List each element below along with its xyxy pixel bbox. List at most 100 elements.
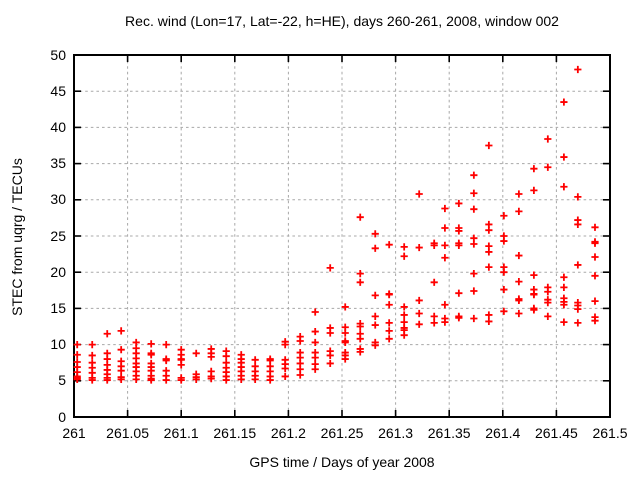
data-point xyxy=(311,327,319,336)
data-point xyxy=(222,352,230,360)
data-point xyxy=(591,253,599,261)
data-point xyxy=(117,327,125,335)
y-tick-label: 40 xyxy=(50,118,66,135)
data-point xyxy=(73,341,81,349)
data-point xyxy=(470,240,478,248)
data-point xyxy=(371,341,379,349)
data-point xyxy=(341,329,349,337)
data-point xyxy=(470,189,478,197)
data-point xyxy=(574,193,582,201)
data-point xyxy=(560,183,568,191)
data-point xyxy=(385,241,393,249)
data-point xyxy=(560,273,568,281)
data-point xyxy=(147,340,155,348)
data-point xyxy=(371,321,379,329)
data-point xyxy=(500,237,508,245)
data-point xyxy=(281,364,289,373)
data-point xyxy=(73,351,81,359)
data-point xyxy=(326,329,334,337)
data-point xyxy=(470,205,478,213)
data-point xyxy=(281,372,289,381)
data-point xyxy=(560,98,568,106)
data-point xyxy=(147,351,155,359)
data-point xyxy=(574,305,582,313)
data-point xyxy=(400,331,408,339)
data-point xyxy=(162,356,170,365)
data-point xyxy=(544,163,552,171)
data-point xyxy=(371,291,379,299)
data-point xyxy=(560,318,568,326)
data-point xyxy=(341,303,349,311)
data-point xyxy=(73,375,81,383)
data-point xyxy=(311,365,319,373)
data-point xyxy=(500,212,508,220)
data-point xyxy=(192,349,200,357)
data-point xyxy=(415,296,423,305)
data-point xyxy=(485,248,493,256)
data-point xyxy=(530,306,538,314)
data-point xyxy=(177,361,185,369)
x-tick-label: 261.1 xyxy=(163,425,199,441)
chart-title: Rec. wind (Lon=17, Lat=-22, h=HE), days … xyxy=(125,13,559,29)
data-point xyxy=(88,341,96,349)
data-point xyxy=(400,243,408,251)
data-point xyxy=(485,317,493,326)
data-point xyxy=(251,356,259,364)
x-axis-label: GPS time / Days of year 2008 xyxy=(249,454,435,470)
data-point xyxy=(371,230,379,238)
data-point xyxy=(544,299,552,307)
data-point xyxy=(296,337,304,345)
data-point xyxy=(430,241,438,250)
data-point xyxy=(237,375,245,383)
data-point xyxy=(281,341,289,349)
data-point xyxy=(574,65,582,74)
data-point xyxy=(162,341,170,349)
data-point xyxy=(441,301,449,309)
y-tick-label: 25 xyxy=(50,227,66,244)
data-point xyxy=(177,376,185,384)
data-point xyxy=(385,319,393,327)
x-tick-label: 261.4 xyxy=(485,425,521,441)
data-point xyxy=(544,288,552,296)
data-point xyxy=(485,141,493,150)
data-point xyxy=(103,376,111,384)
data-point xyxy=(266,376,274,384)
data-point xyxy=(515,278,523,286)
data-point xyxy=(591,317,599,325)
data-point xyxy=(574,261,582,269)
data-point xyxy=(560,153,568,161)
data-point xyxy=(117,375,125,383)
y-tick-label: 20 xyxy=(50,263,66,280)
data-point xyxy=(530,291,538,299)
data-point xyxy=(326,359,334,368)
data-point xyxy=(356,322,364,331)
data-point xyxy=(455,227,463,235)
data-point xyxy=(400,303,408,311)
data-point xyxy=(117,367,125,375)
data-point xyxy=(530,165,538,173)
data-point xyxy=(207,375,215,383)
data-point xyxy=(222,376,230,384)
data-point xyxy=(162,376,170,384)
data-point xyxy=(591,239,599,247)
data-point xyxy=(455,314,463,322)
data-point xyxy=(356,335,364,343)
data-point xyxy=(574,319,582,327)
x-tick-label: 261.5 xyxy=(592,425,628,441)
data-point xyxy=(441,224,449,232)
x-tick-label: 261 xyxy=(62,425,86,441)
data-point xyxy=(485,263,493,271)
y-tick-label: 5 xyxy=(58,372,66,389)
data-point xyxy=(356,278,364,286)
data-point xyxy=(430,319,438,327)
data-point xyxy=(560,283,568,292)
x-tick-label: 261.2 xyxy=(270,425,306,441)
data-point xyxy=(371,312,379,320)
data-point xyxy=(341,355,349,363)
data-point xyxy=(356,348,364,356)
data-point xyxy=(88,376,96,384)
data-point xyxy=(400,311,408,319)
data-point xyxy=(485,226,493,234)
data-point xyxy=(207,353,215,361)
